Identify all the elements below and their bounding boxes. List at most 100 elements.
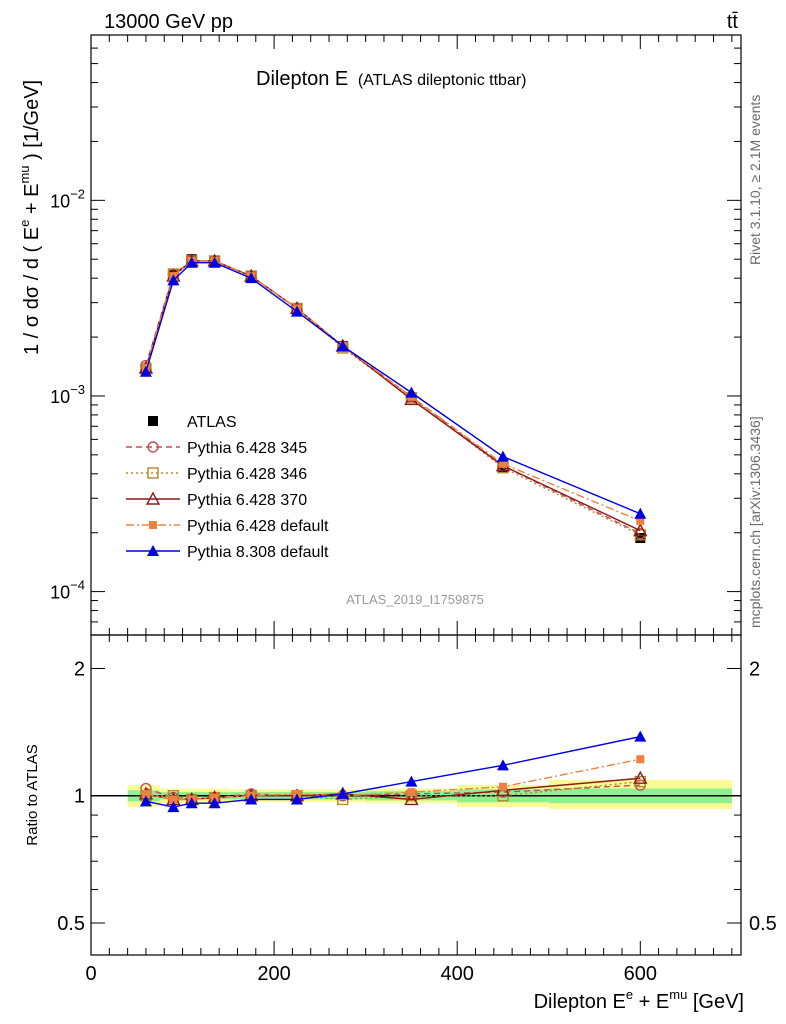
ratio-data-point	[636, 755, 645, 764]
main-ytick-base: 10	[50, 583, 70, 603]
main-ytick-label: 10−3	[50, 382, 85, 407]
main-ytick-base: 10	[50, 191, 70, 211]
ratio-xtick-label: 600	[624, 963, 657, 985]
ratio-data-point	[633, 770, 648, 784]
legend-item: Pythia 6.428 default	[126, 518, 329, 535]
main-ytick-label: 10−4	[50, 578, 85, 603]
main-ytick-exp: −4	[70, 578, 85, 593]
legend-marker	[148, 416, 158, 426]
main-ylabel: 1 / σ dσ / d ( Ee + Emu ) [1/GeV]	[17, 80, 43, 355]
main-title-sub: (ATLAS dileptonic ttbar)	[358, 72, 527, 89]
legend-label: Pythia 8.308 default	[187, 544, 329, 561]
ratio-xtick-label: 400	[441, 963, 474, 985]
data-point	[336, 340, 349, 352]
ratio-data-point	[498, 782, 507, 791]
legend-marker	[147, 441, 159, 453]
legend-marker	[145, 491, 161, 505]
ratio-data-point	[245, 793, 258, 805]
data-point	[405, 386, 418, 398]
mcplots-label: mcplots.cern.ch [arXiv:1306.3436]	[747, 416, 763, 628]
energy-label: 13000 GeV pp	[104, 11, 233, 33]
ratio-data-point	[405, 775, 418, 787]
main-ylabel-pre: 1 / σ dσ / d ( E	[21, 227, 43, 355]
main-ytick-label: 10−2	[50, 186, 85, 211]
legend-marker	[147, 467, 159, 479]
data-point	[633, 523, 648, 537]
series-pythia-8-308-default	[139, 256, 647, 519]
legend-label: ATLAS	[187, 414, 237, 431]
xlabel-pre: Dilepton E	[534, 991, 626, 1013]
ratio-ylabel: Ratio to ATLAS	[24, 744, 41, 845]
data-point	[208, 256, 221, 268]
data-point	[634, 507, 647, 519]
legend-item: ATLAS	[148, 414, 237, 431]
ratio-series-line	[145, 735, 641, 808]
ratio-ytick-label-right: 0.5	[749, 913, 777, 935]
ratio-ytick-label: 1	[74, 786, 85, 808]
legend: ATLAS Pythia 6.428 345 Pythia 6.428 346 Pyt…	[126, 414, 329, 561]
legend-item: Pythia 6.428 370	[126, 491, 307, 509]
legend-label: Pythia 6.428 370	[187, 492, 307, 509]
main-ylabel-sup2: mu	[17, 165, 32, 183]
xlabel-post: [GeV]	[687, 991, 744, 1013]
ratio-series-line	[145, 780, 641, 801]
data-point	[139, 365, 152, 377]
legend-label: Pythia 6.428 default	[187, 518, 329, 535]
analysis-watermark: ATLAS_2019_I1759875	[346, 592, 484, 607]
ratio-data-point	[185, 797, 198, 809]
legend-item: Pythia 8.308 default	[126, 544, 329, 561]
xlabel-sup1: e	[626, 987, 633, 1002]
data-point	[245, 272, 258, 284]
ratio-ytick-label-right: 2	[749, 658, 760, 680]
legend-item: Pythia 6.428 345	[126, 440, 307, 457]
ratio-data-point	[167, 801, 180, 813]
ratio-data-point	[404, 791, 419, 806]
main-ytick-exp: −2	[70, 186, 85, 201]
data-point	[290, 305, 303, 317]
ratio-ytick-label: 2	[74, 658, 85, 680]
main-plot-area: 10−410−310−2	[50, 34, 742, 636]
ratio-data-point	[496, 759, 509, 771]
ratio-data-point	[634, 730, 647, 742]
data-point	[167, 274, 180, 286]
legend-item: Pythia 6.428 346	[126, 466, 307, 483]
rivet-label: Rivet 3.1.10, ≥ 2.1M events	[747, 95, 763, 265]
xlabel-sup2: mu	[669, 987, 687, 1002]
legend-label: Pythia 6.428 346	[187, 466, 307, 483]
main-ytick-base: 10	[50, 387, 70, 407]
xlabel-mid: + E	[633, 991, 669, 1013]
series-line	[145, 260, 641, 522]
legend-marker	[147, 545, 159, 556]
main-ylabel-post: ) [1/GeV]	[21, 80, 43, 166]
main-ytick-exp: −3	[70, 382, 85, 397]
ratio-series-line	[145, 758, 641, 801]
ratio-series-line	[145, 784, 641, 801]
data-point	[636, 516, 645, 525]
ratio-series-pythia-8-308-default	[139, 730, 647, 813]
ratio-data-point	[169, 795, 178, 804]
legend-label: Pythia 6.428 345	[187, 440, 307, 457]
ratio-data-point	[208, 797, 221, 809]
main-title: Dilepton E (ATLAS dileptonic ttbar)	[256, 68, 527, 90]
process-label: tt̄	[727, 11, 739, 33]
series-line	[145, 261, 641, 515]
data-point	[496, 450, 509, 462]
ratio-ytick-label: 0.5	[57, 913, 85, 935]
ratio-data-point	[139, 795, 152, 807]
ratio-xtick-label: 0	[85, 963, 96, 985]
ratio-data-point	[407, 788, 416, 797]
main-ylabel-sup1: e	[17, 220, 32, 227]
data-point	[498, 459, 507, 468]
ratio-data-point	[290, 793, 303, 805]
legend-marker	[149, 521, 157, 529]
ratio-xtick-label: 200	[257, 963, 290, 985]
data-point	[185, 256, 198, 268]
ratio-data-point	[336, 787, 349, 799]
main-ylabel-mid: + E	[21, 184, 43, 220]
xlabel: Dilepton Ee + Emu [GeV]	[534, 987, 744, 1013]
ratio-data-point	[141, 789, 150, 798]
main-title-text: Dilepton E	[256, 68, 348, 90]
ratio-plot-area: 0.5 1 2 0.5 2 0 200 400 600	[57, 634, 777, 985]
